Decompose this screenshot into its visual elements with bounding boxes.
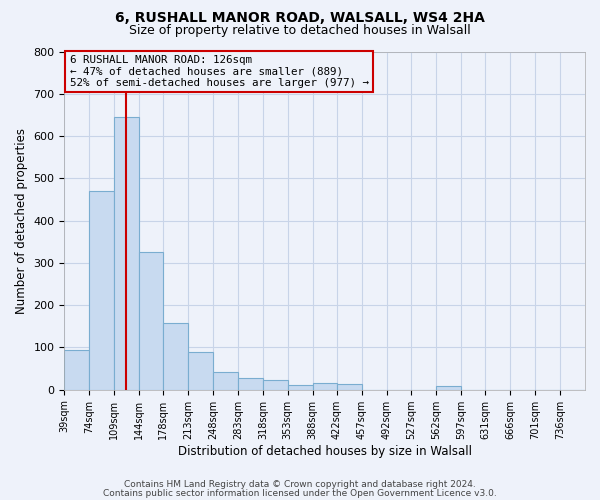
Bar	[89, 191, 114, 390]
Bar	[288, 384, 313, 390]
Bar	[436, 386, 461, 390]
Bar	[163, 323, 188, 390]
Bar	[213, 372, 238, 390]
Bar	[64, 350, 89, 390]
Bar	[114, 117, 139, 390]
Bar	[313, 384, 337, 390]
Y-axis label: Number of detached properties: Number of detached properties	[15, 128, 28, 314]
Bar	[263, 380, 288, 390]
Bar	[238, 378, 263, 390]
Text: 6, RUSHALL MANOR ROAD, WALSALL, WS4 2HA: 6, RUSHALL MANOR ROAD, WALSALL, WS4 2HA	[115, 11, 485, 25]
X-axis label: Distribution of detached houses by size in Walsall: Distribution of detached houses by size …	[178, 444, 472, 458]
Text: 6 RUSHALL MANOR ROAD: 126sqm
← 47% of detached houses are smaller (889)
52% of s: 6 RUSHALL MANOR ROAD: 126sqm ← 47% of de…	[70, 55, 368, 88]
Text: Contains public sector information licensed under the Open Government Licence v3: Contains public sector information licen…	[103, 488, 497, 498]
Text: Size of property relative to detached houses in Walsall: Size of property relative to detached ho…	[129, 24, 471, 37]
Bar	[337, 384, 362, 390]
Text: Contains HM Land Registry data © Crown copyright and database right 2024.: Contains HM Land Registry data © Crown c…	[124, 480, 476, 489]
Bar	[188, 352, 213, 390]
Bar	[139, 252, 163, 390]
